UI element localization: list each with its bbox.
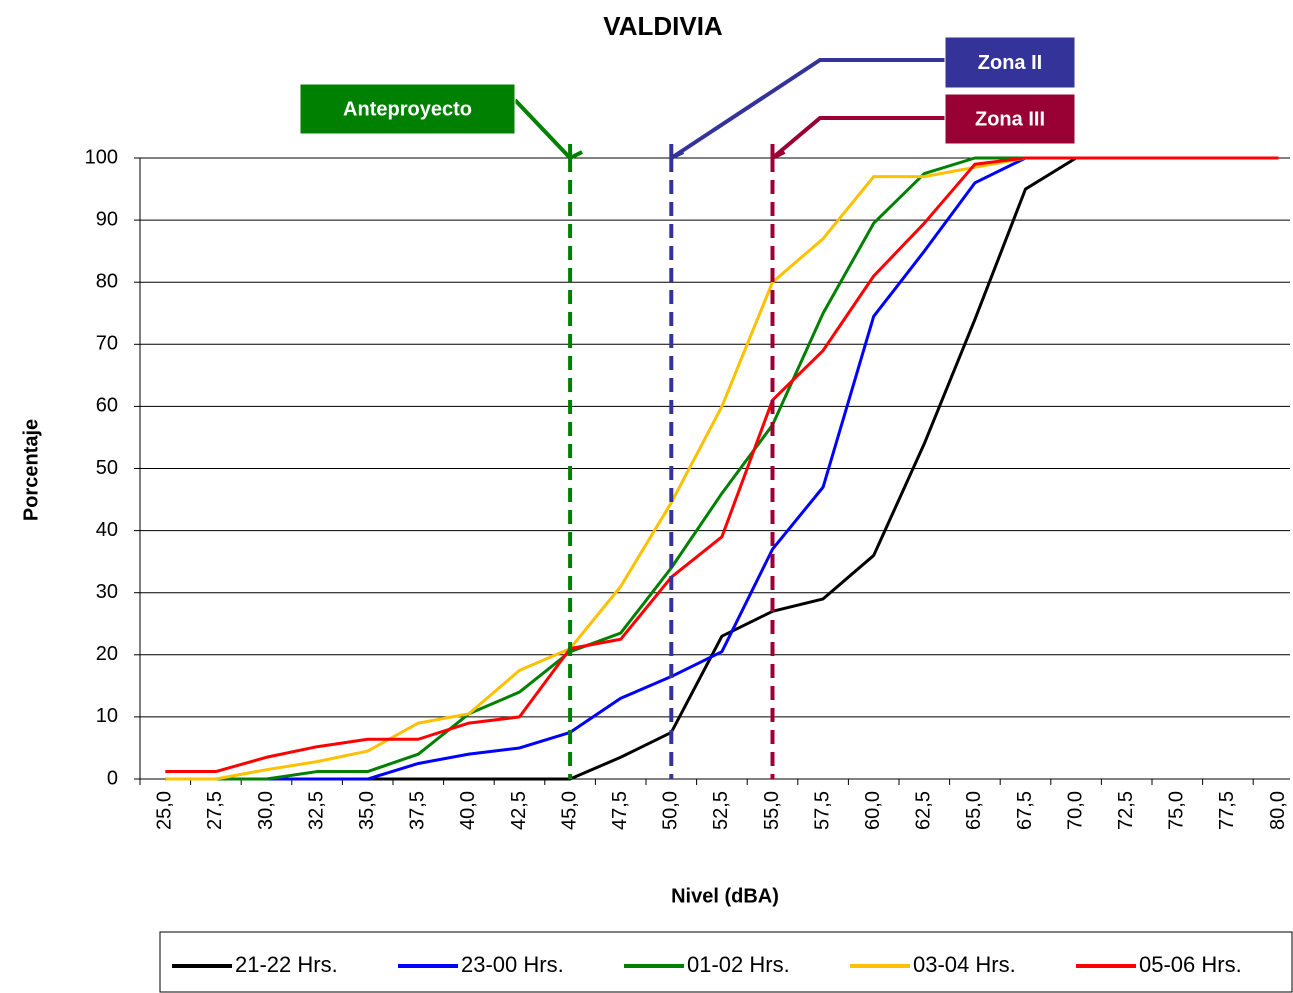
- x-tick-label: 30,0: [255, 791, 277, 830]
- y-tick-label: 70: [96, 333, 118, 355]
- annotation-leader: [771, 116, 945, 160]
- x-tick-label: 60,0: [862, 791, 884, 830]
- legend-label: 01-02 Hrs.: [687, 952, 790, 977]
- x-tick-label: 50,0: [660, 791, 682, 830]
- annotation-leader: [513, 98, 572, 160]
- x-tick-label: 45,0: [558, 791, 580, 830]
- x-tick-label: 32,5: [305, 791, 327, 830]
- annotation-label: Zona III: [975, 108, 1045, 130]
- y-tick-label: 90: [96, 208, 118, 230]
- x-tick-label: 40,0: [457, 791, 479, 830]
- legend-label: 21-22 Hrs.: [235, 952, 338, 977]
- x-tick-label: 75,0: [1166, 791, 1188, 830]
- x-tick-label: 72,5: [1115, 791, 1137, 830]
- x-tick-label: 27,5: [204, 791, 226, 830]
- x-tick-label: 62,5: [913, 791, 935, 830]
- annotation-leader: [670, 58, 945, 160]
- x-tick-label: 25,0: [154, 791, 176, 830]
- y-tick-label: 30: [96, 581, 118, 603]
- annotation-arrowhead: [568, 144, 583, 160]
- x-tick-label: 65,0: [963, 791, 985, 830]
- annotation-label: Zona II: [978, 52, 1042, 74]
- legend-box: [159, 931, 1293, 993]
- annotation-box: [944, 36, 1076, 89]
- chart-title: VALDIVIA: [603, 11, 723, 41]
- y-tick-label: 0: [107, 767, 118, 789]
- x-tick-label: 77,5: [1216, 791, 1238, 830]
- x-axis-title: Nivel (dBA): [671, 885, 779, 907]
- annotation-box: [299, 83, 516, 135]
- legend-label: 03-04 Hrs.: [913, 952, 1016, 977]
- annotation-label: Anteproyecto: [343, 98, 472, 120]
- annotation-box: [944, 93, 1076, 145]
- x-tick-label: 80,0: [1267, 791, 1289, 830]
- x-tick-label: 42,5: [508, 791, 530, 830]
- y-tick-label: 40: [96, 519, 118, 541]
- x-tick-label: 70,0: [1064, 791, 1086, 830]
- x-tick-label: 67,5: [1014, 791, 1036, 830]
- x-tick-label: 55,0: [761, 791, 783, 830]
- x-tick-label: 37,5: [407, 791, 429, 830]
- x-tick-label: 35,0: [356, 791, 378, 830]
- y-tick-label: 100: [85, 146, 118, 168]
- y-axis-title: Porcentaje: [20, 419, 42, 521]
- series-line: [165, 156, 1279, 774]
- y-tick-label: 20: [96, 643, 118, 665]
- x-tick-label: 47,5: [609, 791, 631, 830]
- annotation-arrowhead: [770, 144, 786, 160]
- legend-label: 23-00 Hrs.: [461, 952, 564, 977]
- y-tick-label: 10: [96, 705, 118, 727]
- x-tick-label: 52,5: [710, 791, 732, 830]
- y-tick-label: 80: [96, 270, 118, 292]
- legend-label: 05-06 Hrs.: [1139, 952, 1242, 977]
- annotation-arrowhead: [669, 144, 685, 160]
- x-tick-label: 57,5: [811, 791, 833, 830]
- y-tick-label: 60: [96, 395, 118, 417]
- y-tick-label: 50: [96, 457, 118, 479]
